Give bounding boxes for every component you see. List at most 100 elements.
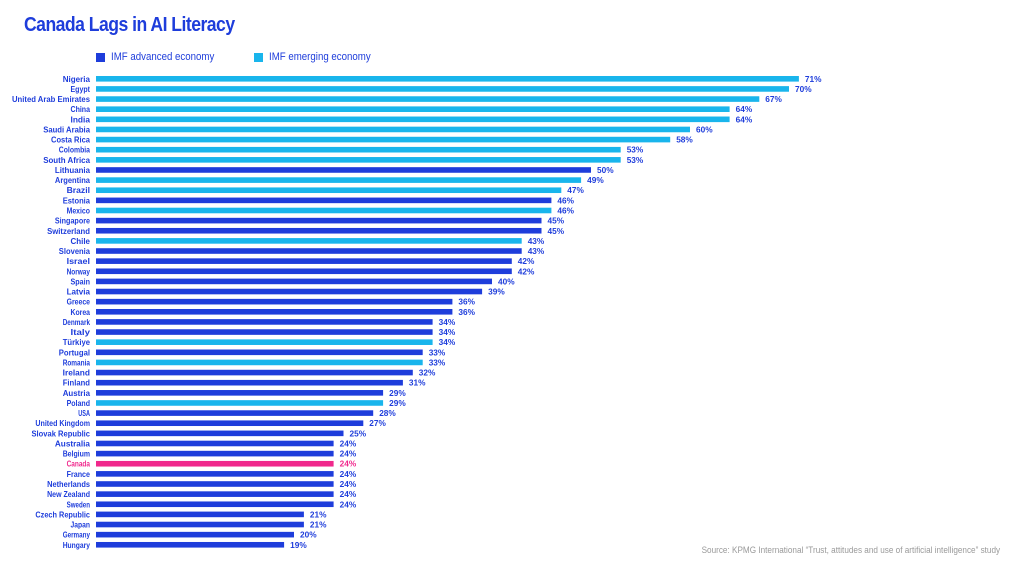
category-label-mexico: Mexico (67, 205, 90, 215)
category-label-canada: Canada (67, 459, 91, 469)
bar-nigeria (96, 76, 799, 82)
bar-slovenia (96, 248, 522, 254)
value-label-netherlands: 24% (340, 479, 357, 489)
bar-united-arab-emirates (96, 96, 760, 102)
value-label-slovenia: 43% (528, 246, 545, 256)
value-label-hungary: 19% (290, 540, 307, 550)
value-label-usa: 28% (379, 408, 396, 418)
bar-greece (96, 298, 453, 305)
category-label-korea: Korea (71, 307, 91, 317)
bar-japan (96, 521, 304, 528)
bar-united-kingdom (96, 420, 364, 427)
value-label-saudi-arabia: 60% (696, 124, 713, 134)
value-label-new-zealand: 24% (340, 489, 357, 499)
category-label-austria: Austria (63, 388, 91, 398)
bar-t-rkiye (96, 339, 433, 345)
value-label-costa-rica: 58% (676, 135, 693, 145)
value-label-denmark: 34% (439, 317, 456, 327)
value-label-sweden: 24% (340, 499, 357, 509)
value-label-australia: 24% (340, 438, 357, 448)
value-label-ireland: 32% (419, 368, 436, 378)
value-label-spain: 40% (498, 276, 515, 286)
bar-korea (96, 308, 453, 315)
value-label-france: 24% (340, 469, 357, 479)
bar-singapore (96, 217, 542, 224)
bar-south-africa (96, 157, 621, 163)
category-label-romania: Romania (63, 357, 91, 367)
value-label-chile: 43% (528, 236, 545, 246)
bar-poland (96, 400, 384, 406)
value-label-lithuania: 50% (597, 165, 614, 175)
value-label-finland: 31% (409, 378, 426, 388)
category-label-usa: USA (78, 408, 90, 418)
category-label-latvia: Latvia (67, 287, 91, 297)
bar-italy (96, 329, 433, 335)
bar-mexico (96, 207, 552, 214)
bar-switzerland (96, 227, 542, 234)
value-label-argentina: 49% (587, 175, 604, 185)
category-label-chile: Chile (71, 236, 91, 246)
category-label-greece: Greece (67, 297, 91, 307)
bar-france (96, 471, 334, 477)
value-label-singapore: 45% (548, 216, 565, 226)
category-label-india: India (71, 114, 91, 124)
value-label-mexico: 46% (557, 205, 574, 215)
category-label-saudi-arabia: Saudi Arabia (43, 124, 90, 134)
category-label-belgium: Belgium (63, 449, 90, 459)
bar-argentina (96, 177, 582, 183)
bar-austria (96, 390, 384, 396)
value-label-poland: 29% (389, 398, 406, 408)
category-label-colombia: Colombia (59, 145, 91, 155)
category-label-singapore: Singapore (55, 216, 90, 226)
bar-canada (96, 460, 334, 467)
value-label-south-africa: 53% (627, 155, 644, 165)
category-label-costa-rica: Costa Rica (51, 135, 90, 145)
value-label-latvia: 39% (488, 287, 505, 297)
category-label-netherlands: Netherlands (47, 479, 90, 489)
bar-saudi-arabia (96, 126, 690, 133)
bar-latvia (96, 288, 483, 295)
category-label-slovak-republic: Slovak Republic (32, 428, 91, 438)
bar-slovak-republic (96, 430, 344, 437)
category-label-norway: Norway (67, 266, 91, 276)
category-label-brazil: Brazil (67, 185, 90, 195)
value-label-colombia: 53% (627, 145, 644, 155)
bar-norway (96, 268, 512, 275)
legend-swatch-advanced (96, 52, 105, 62)
bar-hungary (96, 541, 285, 548)
category-label-united-kingdom: United Kingdom (35, 418, 90, 428)
value-label-brazil: 47% (567, 185, 584, 195)
category-label-slovenia: Slovenia (59, 246, 91, 256)
category-label-japan: Japan (71, 520, 91, 530)
category-label-switzerland: Switzerland (47, 226, 90, 236)
value-label-united-arab-emirates: 67% (765, 94, 782, 104)
category-label-egypt: Egypt (71, 84, 91, 94)
category-label-czech-republic: Czech Republic (35, 509, 90, 519)
bar-ireland (96, 369, 413, 376)
value-label-nigeria: 71% (805, 74, 822, 84)
bar-romania (96, 359, 423, 366)
category-label-ireland: Ireland (63, 368, 90, 378)
value-label-romania: 33% (429, 357, 446, 367)
category-label-estonia: Estonia (63, 195, 91, 205)
category-label-finland: Finland (63, 378, 90, 388)
category-label-south-africa: South Africa (43, 155, 90, 165)
bar-new-zealand (96, 491, 334, 497)
category-label-china: China (71, 104, 91, 114)
category-label-new-zealand: New Zealand (47, 489, 90, 499)
legend-swatch-emerging (254, 52, 264, 62)
value-label-switzerland: 45% (548, 226, 565, 236)
bar-costa-rica (96, 136, 671, 143)
value-label-czech-republic: 21% (310, 509, 327, 519)
bar-germany (96, 531, 294, 538)
legend: IMF advanced economy IMF emerging econom… (96, 51, 411, 63)
bar-belgium (96, 450, 334, 457)
category-label-france: France (67, 469, 91, 479)
category-label-hungary: Hungary (63, 540, 91, 550)
category-label-poland: Poland (67, 398, 90, 408)
bar-spain (96, 278, 492, 285)
bar-portugal (96, 349, 423, 356)
category-label-sweden: Sweden (67, 499, 90, 509)
value-label-belgium: 24% (340, 449, 357, 459)
value-label-united-kingdom: 27% (369, 418, 386, 428)
